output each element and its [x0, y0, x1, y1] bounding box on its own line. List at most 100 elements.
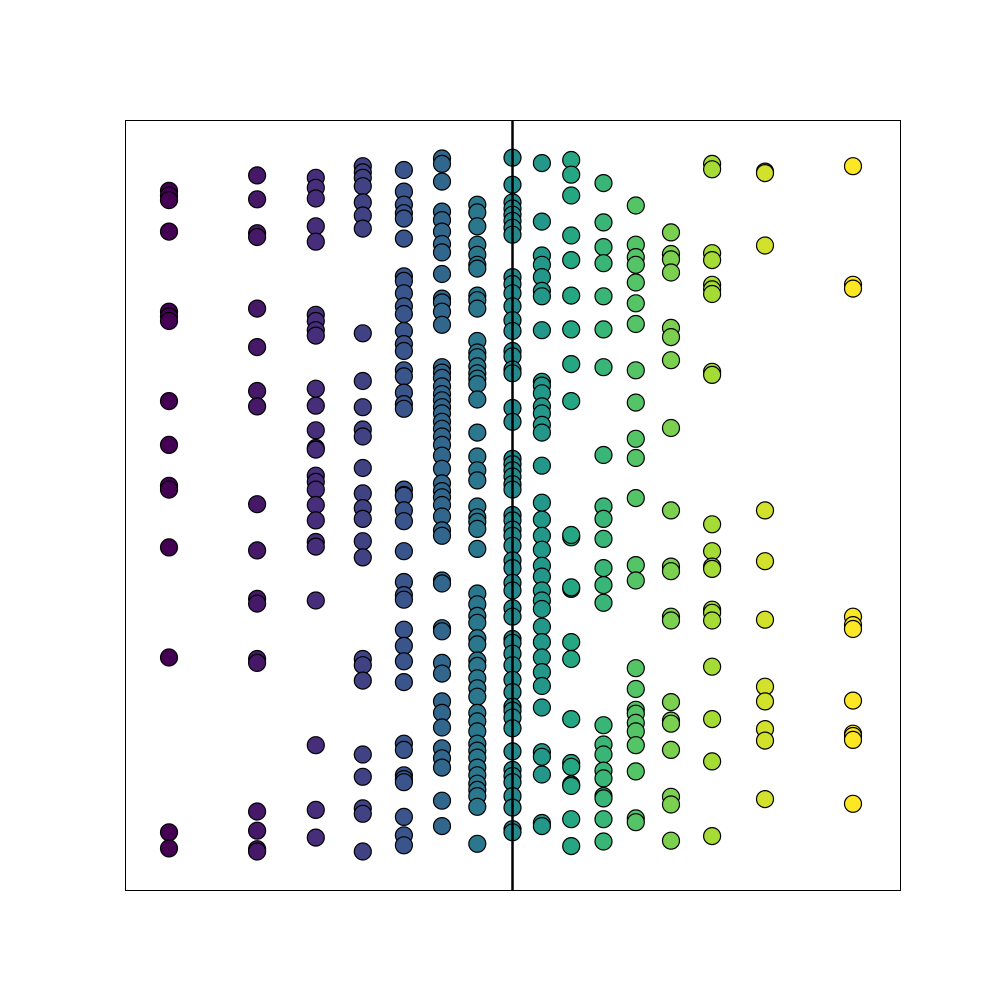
- data-point: [594, 213, 613, 232]
- data-point: [432, 172, 452, 191]
- series-column-5: [394, 160, 413, 855]
- data-point: [394, 229, 413, 248]
- data-point: [562, 632, 581, 652]
- data-point: [594, 745, 613, 764]
- data-point: [562, 709, 581, 729]
- data-point: [306, 440, 325, 459]
- data-point: [468, 539, 487, 559]
- data-point: [306, 480, 325, 499]
- series-column-6: [432, 149, 452, 836]
- series-column-1: [159, 181, 179, 858]
- data-point: [626, 314, 645, 334]
- data-point: [661, 351, 681, 370]
- data-point: [755, 610, 775, 629]
- data-point: [432, 574, 452, 593]
- data-point: [306, 379, 325, 398]
- data-point: [353, 427, 372, 446]
- data-point: [562, 836, 581, 856]
- data-point: [353, 371, 372, 391]
- data-point: [562, 226, 581, 245]
- series-column-15: [755, 162, 775, 809]
- data-point: [532, 321, 552, 340]
- data-point: [432, 526, 452, 545]
- data-point: [306, 511, 325, 530]
- data-point: [306, 232, 325, 251]
- data-point: [353, 324, 372, 343]
- data-point: [755, 731, 775, 750]
- series-column-16: [843, 157, 863, 813]
- data-point: [353, 804, 372, 823]
- data-point: [626, 273, 645, 292]
- data-point: [432, 791, 452, 810]
- data-point: [159, 648, 179, 667]
- data-point: [248, 653, 267, 673]
- data-point: [248, 190, 267, 209]
- data-point: [594, 716, 613, 735]
- data-point: [755, 552, 775, 571]
- data-point: [755, 692, 775, 711]
- data-point: [394, 636, 413, 656]
- data-point: [594, 832, 613, 851]
- data-point: [248, 802, 267, 821]
- data-point: [248, 381, 267, 401]
- data-point: [394, 836, 413, 855]
- data-point: [594, 238, 613, 257]
- data-point: [661, 328, 681, 347]
- data-point: [702, 826, 722, 846]
- data-point: [661, 692, 681, 712]
- data-point: [626, 393, 645, 412]
- data-point: [468, 519, 487, 539]
- data-point: [394, 773, 413, 792]
- data-point: [755, 164, 775, 183]
- data-point: [353, 219, 372, 238]
- data-point: [248, 338, 267, 357]
- data-point: [159, 435, 179, 454]
- data-point: [562, 578, 581, 597]
- data-point: [248, 299, 267, 318]
- data-point: [562, 649, 581, 669]
- data-point: [843, 691, 863, 710]
- plot-frame: [125, 120, 901, 891]
- data-point: [661, 795, 681, 814]
- data-point: [159, 839, 179, 858]
- data-point: [843, 157, 863, 176]
- data-point: [626, 571, 645, 590]
- data-point: [306, 396, 325, 415]
- data-point: [248, 166, 267, 185]
- data-point: [532, 510, 552, 529]
- data-point: [159, 311, 179, 331]
- data-point: [661, 740, 681, 760]
- data-point: [702, 657, 722, 676]
- data-point: [353, 177, 372, 196]
- data-point: [626, 361, 645, 380]
- data-point: [306, 326, 325, 345]
- series-column-14: [702, 154, 722, 846]
- data-point: [248, 842, 267, 861]
- data-point: [661, 418, 681, 438]
- data-point: [353, 745, 372, 764]
- data-point: [532, 287, 552, 306]
- data-points: [159, 148, 863, 861]
- data-point: [594, 575, 613, 595]
- data-point: [755, 789, 775, 809]
- data-point: [468, 299, 487, 318]
- series-column-13: [661, 223, 681, 850]
- data-point: [468, 797, 487, 816]
- data-point: [532, 698, 552, 717]
- data-point: [159, 480, 179, 499]
- data-point: [562, 251, 581, 270]
- data-point: [702, 160, 722, 179]
- data-point: [468, 423, 487, 442]
- data-point: [159, 823, 179, 842]
- data-point: [394, 160, 413, 180]
- series-column-10: [562, 150, 581, 856]
- data-point: [159, 191, 179, 210]
- data-point: [306, 591, 325, 610]
- data-point: [626, 196, 645, 215]
- data-point: [306, 217, 325, 236]
- data-point: [432, 264, 452, 284]
- data-point: [562, 776, 581, 796]
- data-point: [661, 831, 681, 850]
- data-point: [468, 217, 487, 236]
- data-point: [562, 355, 581, 374]
